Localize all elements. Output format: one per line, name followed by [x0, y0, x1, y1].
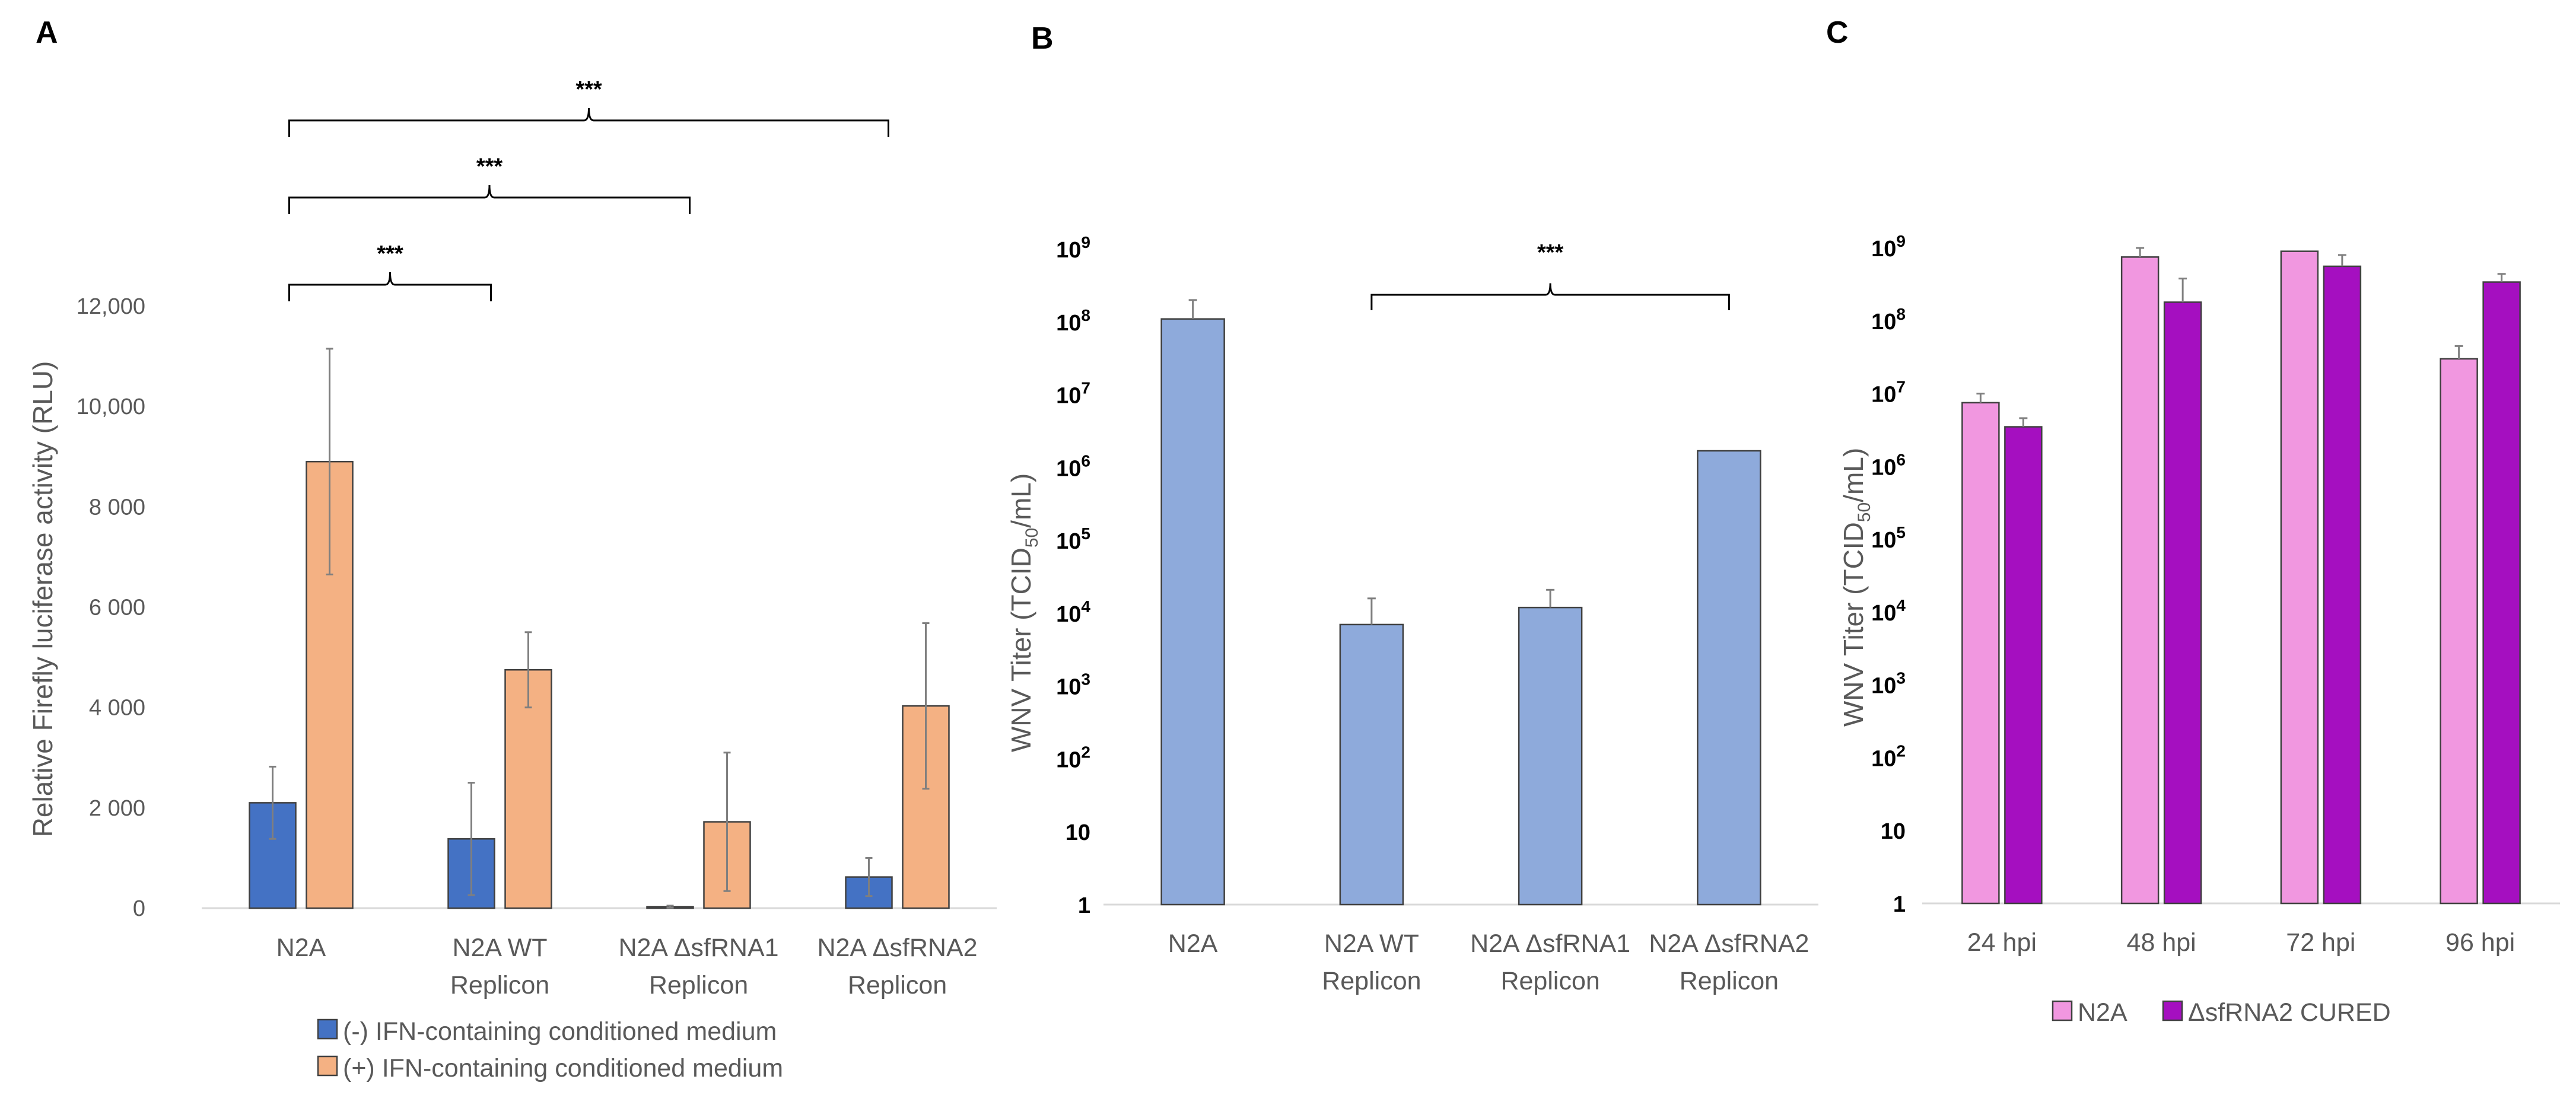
panel-b-category-label: N2A [1168, 929, 1218, 958]
panel-c-y-tick-label: 109 [1871, 232, 1906, 262]
panel-a-y-tick-label: 4 000 [89, 696, 145, 721]
panel-c-bar [2440, 358, 2478, 905]
panel-c: C WNV Titer (TCID50/mL) 1 10 102 103 104 105 1… [1826, 15, 2560, 1027]
panel-c-bar [2004, 426, 2043, 905]
panel-a-category-label: N2A ΔsfRNA2 [817, 934, 977, 962]
panel-c-y-tick-label: 105 [1871, 523, 1906, 553]
panel-c-y-axis-label: WNV Titer (TCID50/mL) [1838, 448, 1874, 727]
panel-c-y-tick-label: 10 [1881, 819, 1906, 844]
panel-b-y-tick-label: 102 [1056, 743, 1090, 772]
panel-c-category-label: 48 hpi [2127, 928, 2196, 957]
panel-c-category-label: 24 hpi [1967, 928, 2037, 957]
panel-b-significance-bracket [1370, 283, 1730, 310]
panel-c-bar [2163, 301, 2202, 905]
panel-c-bar [2323, 265, 2362, 905]
panel-c-y-tick-label: 104 [1871, 596, 1906, 626]
panel-a-significance-bracket [288, 184, 691, 214]
panel-b-bar [1339, 623, 1404, 906]
panel-a-y-tick-label: 8 000 [89, 495, 145, 520]
panel-c-legend-swatch [2052, 1000, 2073, 1021]
panel-a-y-tick-label: 0 [133, 896, 145, 921]
panel-b-y-tick-label: 103 [1056, 670, 1090, 700]
panel-c-label: C [1826, 15, 1849, 50]
panel-a-y-tick-label: 10,000 [77, 394, 145, 419]
panel-a-category-label: N2A ΔsfRNA1 [618, 934, 778, 962]
panel-b: B WNV Titer (TCID50/mL) 1 10 102 103 104 105 1… [1006, 21, 1818, 995]
panel-a-legend-label: (+) IFN-containing conditioned medium [343, 1054, 783, 1083]
panel-c-y-tick-label: 107 [1871, 378, 1906, 408]
panel-b-bar [1518, 606, 1583, 906]
panel-a-significance-bracket [288, 272, 492, 301]
panel-c-bar [2482, 281, 2521, 905]
panel-c-y-tick-label: 102 [1871, 741, 1906, 771]
panel-c-y-tick-label: 1 [1893, 892, 1906, 917]
panel-a-significance-label: *** [377, 241, 403, 266]
panel-c-bar [1961, 402, 2000, 905]
panel-b-label: B [1031, 21, 1054, 56]
panel-a-legend-swatch [317, 1055, 338, 1077]
panel-b-y-tick-label: 105 [1056, 524, 1090, 554]
panel-b-y-tick-label: 106 [1056, 451, 1090, 481]
panel-a-category-label: N2A WT [452, 934, 547, 962]
panel-a-category-label: Replicon [450, 971, 549, 999]
panel-a-y-axis-label: Relative Firefly luciferase activity (RL… [27, 361, 58, 838]
panel-b-category-label: N2A WT [1324, 929, 1419, 958]
panel-c-y-tick-label: 108 [1871, 305, 1906, 335]
panel-a-legend-label: (-) IFN-containing conditioned medium [343, 1017, 777, 1046]
panel-c-category-label: 72 hpi [2286, 928, 2355, 957]
panel-a-significance-label: *** [575, 77, 602, 102]
panel-b-bar [1160, 318, 1225, 906]
panel-b-category-label: Replicon [1680, 967, 1779, 995]
panel-a-significance-bracket [288, 107, 889, 137]
panel-a-legend-swatch [317, 1018, 338, 1040]
panel-b-category-label: Replicon [1500, 967, 1599, 995]
panel-a-category-label: N2A [276, 934, 326, 962]
panel-b-y-tick-label: 107 [1056, 379, 1090, 409]
panel-c-legend-label: ΔsfRNA2 CURED [2188, 998, 2391, 1027]
panel-a-y-tick-label: 2 000 [89, 796, 145, 821]
panel-c-category-label: 96 hpi [2445, 928, 2515, 957]
panel-a-category-label: Replicon [649, 971, 748, 999]
panel-b-category-label: Replicon [1322, 967, 1421, 995]
panel-b-y-tick-label: 108 [1056, 306, 1090, 336]
panel-b-significance-label: *** [1537, 240, 1564, 265]
panel-b-y-tick-label: 109 [1056, 233, 1090, 263]
panel-c-y-tick-label: 106 [1871, 450, 1906, 480]
panel-b-y-tick-label: 10 [1066, 820, 1090, 845]
panel-a-y-tick-label: 12,000 [77, 294, 145, 319]
panel-a-significance-label: *** [476, 154, 503, 179]
panel-a: A Relative Firefly luciferase activity (… [27, 15, 997, 1083]
panel-c-bar [2280, 250, 2319, 905]
panel-b-category-label: N2A ΔsfRNA2 [1649, 929, 1809, 958]
panel-c-y-tick-label: 103 [1871, 669, 1906, 699]
panel-c-bar [2120, 256, 2160, 905]
panel-b-y-axis-label: WNV Titer (TCID50/mL) [1006, 473, 1042, 752]
panel-b-y-tick-label: 104 [1056, 597, 1090, 627]
panel-b-y-tick-label: 1 [1078, 893, 1090, 918]
panel-b-category-label: N2A ΔsfRNA1 [1470, 929, 1630, 958]
panel-a-label: A [36, 15, 58, 50]
panel-c-legend-swatch [2162, 1000, 2183, 1021]
panel-b-bar [1697, 450, 1761, 906]
panel-a-y-tick-label: 6 000 [89, 596, 145, 620]
panel-a-category-label: Replicon [848, 971, 947, 999]
panel-c-legend-label: N2A [2078, 998, 2127, 1027]
